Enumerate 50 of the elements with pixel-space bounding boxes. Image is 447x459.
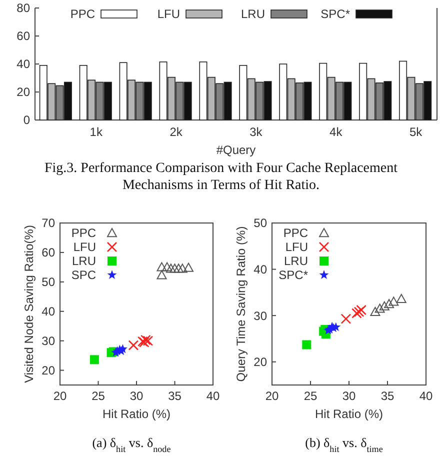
legend-label: LRU [72, 254, 96, 268]
x-tick-label: 20 [265, 389, 279, 403]
y-tick-label: 40 [16, 57, 30, 72]
legend-label: LRU [284, 254, 308, 268]
y-tick-label: 20 [16, 85, 30, 100]
legend-label: PPC [71, 226, 96, 240]
y-tick-label: 50 [42, 275, 56, 290]
legend-label: PPC [70, 7, 96, 22]
x-tick-label: 4k [330, 125, 344, 139]
y-tick-label: 20 [254, 355, 268, 370]
y-tick-label: 0 [23, 113, 30, 128]
legend-label: LFU [73, 240, 96, 254]
legend-label: SPC* [278, 268, 308, 282]
y-tick-label: 30 [42, 334, 56, 348]
text: (b) δ$_{hit}$ vs. δ$_{time}$ [305, 435, 383, 454]
y-tick-label: 40 [254, 262, 268, 276]
x-tick-label: 25 [92, 389, 106, 403]
x-tick-label: 40 [206, 389, 220, 403]
y-tick-label: 30 [254, 308, 268, 323]
legend-label: SPC [71, 268, 96, 282]
legend-label: SPC* [320, 7, 350, 22]
x-tick-label: 35 [380, 389, 394, 403]
y-tick-label: 80 [16, 1, 30, 16]
y-tick-label: 60 [16, 29, 30, 44]
x-tick-label: 2k [170, 125, 184, 139]
x-tick-label: 30 [342, 389, 356, 403]
y-tick-label: 60 [42, 246, 56, 260]
x-tick-label: 30 [130, 389, 144, 403]
legend-label: PPC [283, 226, 308, 240]
x-axis-title: Hit Ratio (%) [314, 407, 384, 421]
y-tick-label: 50 [254, 216, 268, 230]
x-tick-label: 25 [304, 389, 318, 403]
x-tick-label: 40 [419, 389, 433, 403]
x-axis-title: Hit Ratio (%) [102, 407, 171, 421]
x-tick-label: 3k [250, 125, 264, 139]
text: (a) δ$_{hit}$ vs. δ$_{node}$ [92, 435, 171, 454]
y-tick-label: 40 [42, 304, 56, 319]
legend-label: LFU [157, 7, 180, 22]
x-tick-label: 20 [53, 389, 67, 403]
caption: Fig.3. Performance Comparison with Four Cache Replacement Mechanisms in Terms of Hit Ratio. [44, 161, 398, 193]
x-tick-label: 1k [90, 125, 104, 139]
y-axis-title: Visited Node Saving Ratio(%) [22, 225, 36, 383]
y-tick-label: 20 [42, 363, 56, 378]
x-tick-label: 5k [409, 125, 424, 139]
y-axis-title: Query Time Saving Ratio (%) [234, 226, 248, 382]
x-axis-title: #Query [216, 143, 256, 157]
x-tick-label: 35 [168, 389, 182, 403]
legend-label: LRU [240, 7, 265, 22]
y-tick-label: 70 [42, 216, 56, 230]
legend-label: LFU [285, 240, 308, 254]
